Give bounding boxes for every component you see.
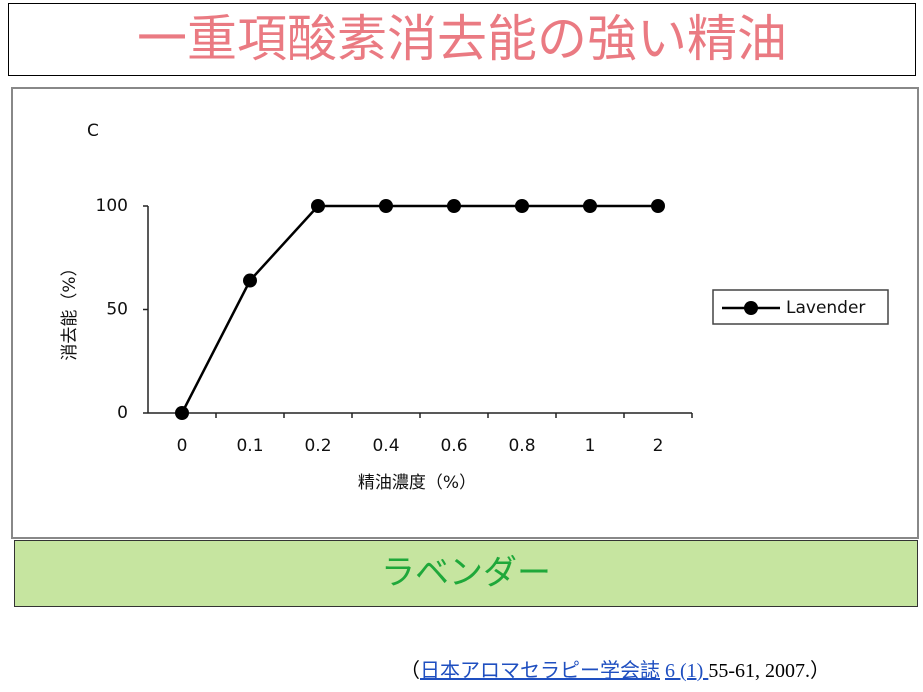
marker <box>311 199 325 213</box>
legend-label: Lavender <box>786 298 865 318</box>
citation: （日本アロマセラピー学会誌 6 (1) 55-61, 2007.） <box>400 654 830 683</box>
citation-rest: 55-61, 2007.） <box>708 660 830 682</box>
x-tick-label: 0.2 <box>304 436 331 456</box>
slide-title: 一重項酸素消去能の強い精油 <box>8 3 916 76</box>
marker <box>175 406 189 420</box>
x-tick-label: 0.6 <box>440 436 467 456</box>
citation-open: （ <box>400 660 420 682</box>
panel-label: C <box>87 121 99 141</box>
y-tick-label: 100 <box>96 196 128 216</box>
marker <box>651 199 665 213</box>
caption: ラベンダー <box>14 540 918 607</box>
y-axis-label: 消去能（%） <box>60 259 80 360</box>
marker <box>515 199 529 213</box>
y-tick-label: 0 <box>117 403 128 423</box>
x-tick-label: 0.4 <box>372 436 399 456</box>
y-tick-label: 50 <box>106 300 128 320</box>
legend-marker <box>744 301 758 315</box>
x-axis-label: 精油濃度（%） <box>358 473 476 493</box>
x-tick-label: 0 <box>177 436 188 456</box>
x-tick-label: 0.8 <box>508 436 535 456</box>
journal-link[interactable]: 日本アロマセラピー学会誌 <box>420 660 660 682</box>
marker <box>243 273 257 288</box>
x-tick-label: 2 <box>653 436 664 456</box>
volume-link[interactable]: 6 (1) <box>665 660 709 682</box>
marker <box>379 199 393 213</box>
x-tick-label: 1 <box>585 436 596 456</box>
chart: C 消去能（%） 精油濃度（%） 0 50 100 0 0.1 0.2 0.4 0.6 0.8 1… <box>11 87 919 539</box>
line <box>180 204 658 414</box>
marker <box>447 199 461 213</box>
marker <box>583 199 597 213</box>
x-tick-label: 0.1 <box>236 436 263 456</box>
